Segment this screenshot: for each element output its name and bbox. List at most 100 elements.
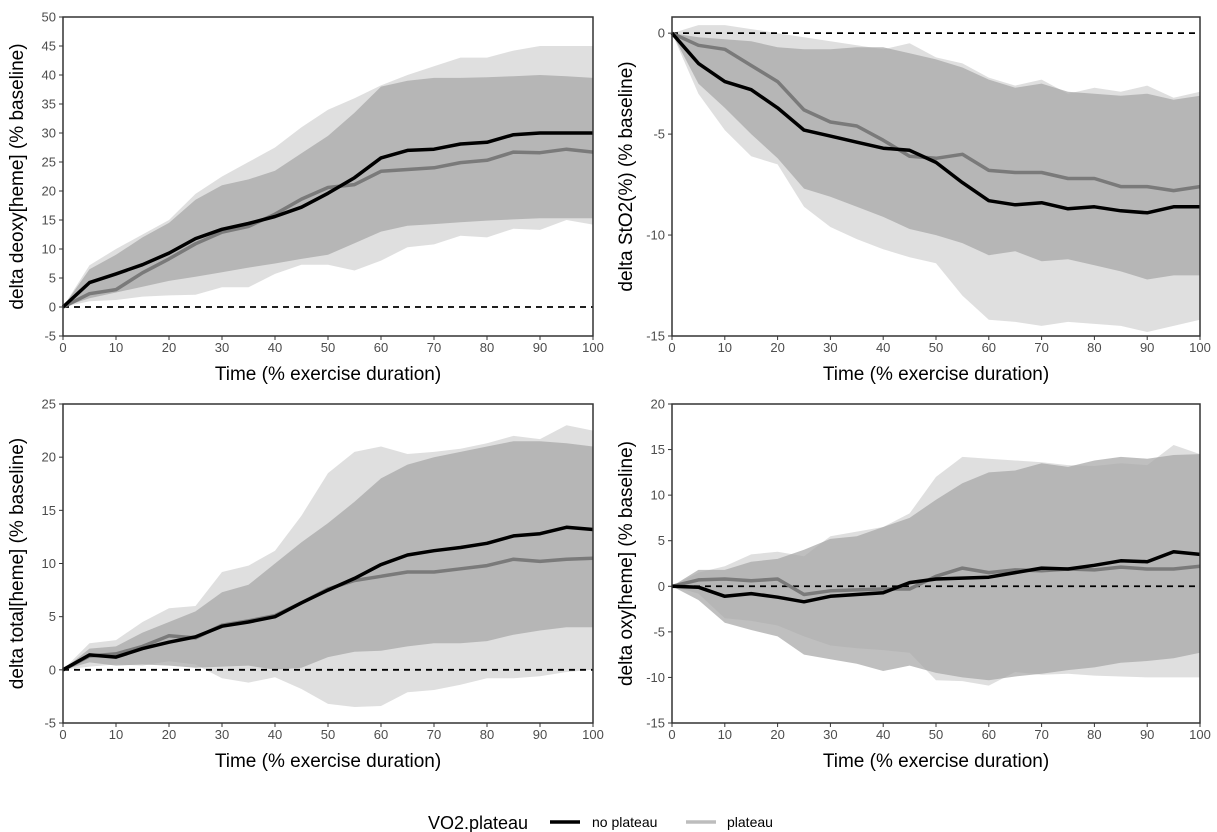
x-tick-label: 50 bbox=[321, 727, 335, 742]
y-axis-title: delta deoxy[heme] (% baseline) bbox=[7, 43, 28, 309]
band-no-plateau bbox=[63, 75, 593, 307]
y-tick-label: 10 bbox=[42, 242, 56, 257]
x-tick-label: 100 bbox=[1189, 340, 1211, 355]
series-line-no-plateau bbox=[61, 131, 593, 309]
x-axis-title: Time (% exercise duration) bbox=[215, 751, 441, 772]
x-tick-label: 100 bbox=[582, 727, 604, 742]
y-tick-label: -10 bbox=[646, 670, 665, 685]
series-line-no-plateau bbox=[62, 525, 594, 672]
y-tick-label: 0 bbox=[49, 300, 56, 315]
x-tick-label: 70 bbox=[427, 340, 441, 355]
y-axis-title: delta oxy[heme] (% baseline) bbox=[616, 441, 637, 686]
x-tick-label: 30 bbox=[215, 727, 229, 742]
legend: VO2.plateau no plateau plateau bbox=[428, 813, 773, 832]
x-tick-label: 20 bbox=[770, 727, 784, 742]
y-tick-label: 40 bbox=[42, 68, 56, 83]
x-tick-label: 20 bbox=[770, 340, 784, 355]
x-tick-label: 50 bbox=[929, 727, 943, 742]
panel-1: 0 10 20 30 40 50 60 70 80 90 100-50510152025303540… bbox=[7, 10, 604, 386]
y-tick-label: 20 bbox=[651, 397, 665, 412]
y-tick-label: 45 bbox=[42, 39, 56, 54]
y-tick-label: -10 bbox=[646, 228, 665, 243]
y-tick-label: 5 bbox=[49, 609, 56, 624]
y-tick-label: -5 bbox=[653, 624, 665, 639]
y-tick-label: 25 bbox=[42, 397, 56, 412]
y-tick-label: 50 bbox=[42, 10, 56, 25]
band-no-plateau bbox=[672, 454, 1200, 681]
y-tick-label: 20 bbox=[42, 184, 56, 199]
x-tick-label: 70 bbox=[427, 727, 441, 742]
y-tick-label: 0 bbox=[49, 662, 56, 677]
panel-4: 0 10 20 30 40 50 60 70 80 90 100 -15 -10 -5 0 5 10 15 20 Ti… bbox=[616, 397, 1211, 773]
y-tick-label: -15 bbox=[646, 716, 665, 731]
x-tick-label: 60 bbox=[374, 340, 388, 355]
y-axis-title: delta total[heme] (% baseline) bbox=[7, 438, 28, 689]
y-tick-label: 10 bbox=[651, 488, 665, 503]
y-tick-label: 20 bbox=[42, 450, 56, 465]
x-tick-label: 30 bbox=[823, 727, 837, 742]
y-tick-label: -5 bbox=[653, 127, 665, 142]
y-tick-label: -5 bbox=[44, 329, 56, 344]
x-tick-label: 70 bbox=[1034, 340, 1048, 355]
x-tick-label: 90 bbox=[533, 727, 547, 742]
series-line-no-plateau bbox=[670, 32, 1200, 215]
x-tick-label: 80 bbox=[480, 727, 494, 742]
x-tick-label: 80 bbox=[480, 340, 494, 355]
x-tick-label: 10 bbox=[718, 340, 732, 355]
x-tick-label: 0 bbox=[668, 340, 675, 355]
x-tick-label: 10 bbox=[109, 727, 123, 742]
y-tick-label: 0 bbox=[658, 26, 665, 41]
series-line-plateau bbox=[671, 564, 1201, 597]
x-tick-label: 60 bbox=[982, 727, 996, 742]
panel-2: 0 10 20 30 40 50 60 70 80 90 100 -15 -10 -5 0 Time (% e… bbox=[616, 16, 1211, 385]
y-tick-label: 30 bbox=[42, 126, 56, 141]
y-tick-label: 5 bbox=[658, 533, 665, 548]
x-axis-title: Time (% exercise duration) bbox=[823, 364, 1049, 385]
x-tick-label: 100 bbox=[1189, 727, 1211, 742]
legend-label-no-plateau: no plateau bbox=[592, 814, 657, 830]
series-line-no-plateau bbox=[671, 549, 1201, 604]
y-tick-label: 25 bbox=[42, 155, 56, 170]
x-tick-label: 60 bbox=[374, 727, 388, 742]
y-tick-label: 10 bbox=[42, 556, 56, 571]
x-tick-label: 70 bbox=[1034, 727, 1048, 742]
x-tick-label: 50 bbox=[929, 340, 943, 355]
x-tick-label: 40 bbox=[876, 340, 890, 355]
x-tick-label: 90 bbox=[533, 340, 547, 355]
y-axis-title: delta StO2(%) (% baseline) bbox=[616, 61, 637, 291]
y-tick-label: -5 bbox=[44, 716, 56, 731]
x-tick-label: 40 bbox=[876, 727, 890, 742]
panels: 0 10 20 30 40 50 60 70 80 90 100-50510152025303540… bbox=[7, 10, 1211, 773]
y-tick-label: 35 bbox=[42, 97, 56, 112]
x-tick-label: 80 bbox=[1087, 727, 1101, 742]
series-line-plateau bbox=[62, 147, 594, 309]
x-tick-label: 0 bbox=[59, 340, 66, 355]
y-tick-label: 15 bbox=[42, 503, 56, 518]
series-line-plateau bbox=[671, 31, 1201, 193]
x-tick-label: 90 bbox=[1140, 727, 1154, 742]
x-tick-label: 40 bbox=[268, 340, 282, 355]
x-tick-label: 20 bbox=[162, 340, 176, 355]
x-axis-title: Time (% exercise duration) bbox=[823, 751, 1049, 772]
x-tick-label: 0 bbox=[668, 727, 675, 742]
x-tick-label: 80 bbox=[1087, 340, 1101, 355]
x-axis-title: Time (% exercise duration) bbox=[215, 364, 441, 385]
y-tick-label: 0 bbox=[658, 579, 665, 594]
x-tick-label: 0 bbox=[59, 727, 66, 742]
x-tick-label: 50 bbox=[321, 340, 335, 355]
y-tick-label: -15 bbox=[646, 329, 665, 344]
x-tick-label: 100 bbox=[582, 340, 604, 355]
x-tick-label: 20 bbox=[162, 727, 176, 742]
y-tick-label: 5 bbox=[49, 271, 56, 286]
band-no-plateau bbox=[672, 33, 1200, 280]
x-tick-label: 40 bbox=[268, 727, 282, 742]
x-tick-label: 60 bbox=[982, 340, 996, 355]
legend-title: VO2.plateau bbox=[428, 813, 528, 832]
band-no-plateau bbox=[63, 441, 593, 670]
y-tick-label: 15 bbox=[42, 213, 56, 228]
y-tick-label: 15 bbox=[651, 442, 665, 457]
x-tick-label: 10 bbox=[718, 727, 732, 742]
x-tick-label: 10 bbox=[109, 340, 123, 355]
